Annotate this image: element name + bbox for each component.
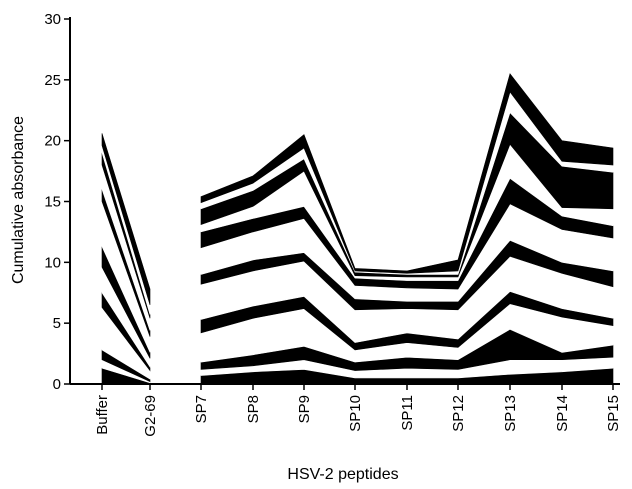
x-tick-label-sp9: SP9 [296,395,313,423]
y-tick-label: 0 [53,376,61,393]
y-tick-label: 15 [44,194,61,211]
x-tick-label-buffer: Buffer [94,395,111,435]
x-axis-title: HSV-2 peptides [287,466,398,483]
x-tick-label-sp13: SP13 [502,395,519,432]
y-axis-title: Cumulative absorbance [10,116,27,284]
x-tick-label-sp7: SP7 [193,395,210,423]
y-tick-label: 25 [44,72,61,89]
y-tick-label: 10 [44,254,61,271]
x-tick-label-sp11: SP11 [399,395,416,431]
x-tick-label-sp12: SP12 [450,395,467,432]
y-tick-label: 5 [53,315,61,332]
x-tick-label-g2-69: G2-69 [142,395,159,437]
x-tick-label-sp14: SP14 [554,395,571,432]
x-tick-label-sp15: SP15 [605,395,622,432]
y-ticks: 0 5 10 15 20 25 30 [44,11,70,393]
y-tick-label: 20 [44,133,61,150]
x-ticks: Buffer G2-69 SP7 SP8 SP9 SP10 SP11 SP12 SP13 SP14… [94,384,622,437]
y-tick-label: 30 [44,11,61,28]
x-tick-label-sp10: SP10 [347,395,364,432]
stacked-bands [101,73,614,385]
band-13-segment-2 [200,73,614,274]
x-tick-label-sp8: SP8 [245,395,262,423]
band-13-segment-1 [101,133,151,305]
